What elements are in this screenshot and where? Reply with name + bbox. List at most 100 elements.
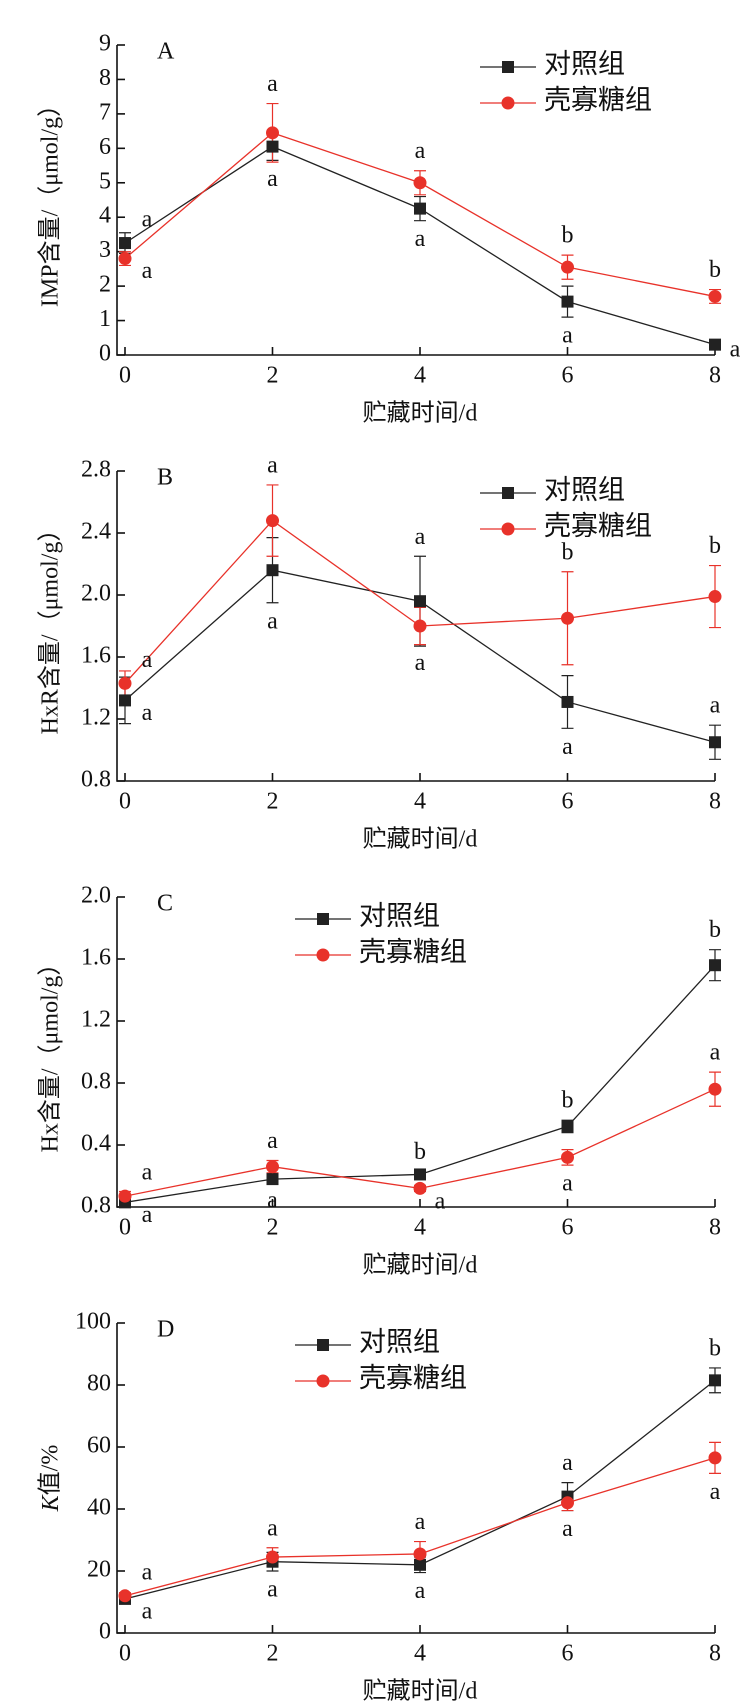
- marker: [709, 338, 721, 351]
- y-tick-label: 0.8: [81, 1069, 111, 1095]
- x-tick-label: 2: [267, 363, 279, 389]
- letter: a: [142, 1598, 153, 1624]
- marker: [118, 1589, 132, 1603]
- y-tick-label: 80: [87, 1371, 111, 1397]
- legend-label: 对照组: [359, 901, 440, 931]
- marker: [118, 676, 132, 690]
- letter: a: [142, 1202, 153, 1228]
- y-tick-label: 0.8: [81, 1193, 111, 1219]
- x-tick-label: 4: [414, 1641, 426, 1667]
- y-tick-label: 0: [99, 1619, 111, 1645]
- marker: [413, 619, 427, 633]
- x-tick-label: 6: [562, 1641, 574, 1667]
- letter: a: [267, 1515, 278, 1541]
- y-tick-label: 8: [99, 65, 111, 91]
- x-axis-label: 贮藏时间/d: [363, 1252, 478, 1279]
- letter: a: [562, 1450, 573, 1476]
- y-tick-label: 1: [99, 306, 111, 332]
- marker: [708, 1082, 722, 1096]
- x-axis-label: 贮藏时间/d: [363, 826, 478, 853]
- letter: b: [709, 917, 721, 943]
- series-line: [124, 964, 716, 1203]
- letter: a: [267, 166, 278, 192]
- panel-label: D: [157, 1317, 174, 1343]
- letter: a: [562, 323, 573, 349]
- letter: a: [142, 207, 153, 233]
- y-tick-label: 6: [99, 134, 111, 160]
- panel-label: A: [157, 39, 175, 65]
- letter: a: [710, 1040, 721, 1066]
- marker: [414, 595, 426, 608]
- y-tick-label: 0: [99, 341, 111, 367]
- marker: [709, 736, 721, 749]
- x-tick-label: 6: [562, 1215, 574, 1241]
- letter: a: [142, 1559, 153, 1585]
- letter: a: [142, 647, 153, 673]
- x-tick-label: 0: [119, 789, 131, 815]
- legend-marker: [502, 61, 514, 73]
- legend-marker: [317, 913, 329, 925]
- marker: [413, 1547, 427, 1561]
- marker: [709, 959, 721, 972]
- marker: [561, 260, 574, 274]
- x-axis-label: 贮藏时间/d: [363, 1678, 478, 1705]
- y-tick-label: 9: [99, 31, 111, 57]
- legend-marker: [502, 487, 514, 499]
- y-tick-label: 2: [99, 272, 111, 298]
- letter: a: [562, 1171, 573, 1197]
- legend-marker: [316, 1374, 330, 1388]
- panel-label: C: [157, 891, 173, 917]
- marker: [708, 289, 722, 303]
- marker: [561, 1120, 574, 1133]
- x-tick-label: 4: [414, 789, 426, 815]
- marker: [709, 1374, 721, 1387]
- marker: [561, 1150, 574, 1164]
- y-axis-label: Hx含量/（μmol/g）: [37, 952, 64, 1153]
- marker: [266, 1160, 279, 1174]
- letter: a: [267, 1188, 278, 1214]
- letter: b: [562, 539, 574, 565]
- x-tick-label: 2: [267, 789, 279, 815]
- marker: [266, 140, 279, 153]
- letter: a: [730, 337, 741, 363]
- y-tick-label: 1.6: [81, 643, 111, 669]
- y-tick-label: 20: [87, 1557, 111, 1583]
- legend-label: 壳寡糖组: [359, 937, 467, 967]
- letter: a: [710, 693, 721, 719]
- y-tick-label: 0.4: [81, 1131, 111, 1157]
- marker: [119, 694, 131, 707]
- letter: b: [709, 1335, 721, 1361]
- x-tick-label: 8: [709, 1641, 721, 1667]
- letter: a: [562, 1516, 573, 1542]
- letter: a: [415, 1509, 426, 1535]
- marker: [266, 564, 279, 577]
- letter: a: [415, 226, 426, 252]
- marker: [118, 252, 132, 266]
- x-tick-label: 2: [267, 1641, 279, 1667]
- letter: a: [415, 1578, 426, 1604]
- x-tick-label: 8: [709, 363, 721, 389]
- panel: 0.8 0.4 0.8 1.2 1.6 2.0 0 2 4 6 8 贮藏时间/d Hx含量/（μmol/…: [37, 883, 722, 1279]
- x-tick-label: 4: [414, 363, 426, 389]
- letter: b: [562, 1088, 574, 1114]
- y-axis-label: IMP含量/（μmol/g）: [37, 93, 64, 307]
- y-tick-label: 100: [75, 1309, 111, 1335]
- x-tick-label: 4: [414, 1215, 426, 1241]
- y-tick-label: 2.0: [81, 883, 111, 909]
- marker: [266, 1173, 279, 1186]
- legend-label: 对照组: [544, 49, 625, 79]
- marker: [266, 1550, 279, 1564]
- legend-marker: [316, 948, 330, 962]
- y-tick-label: 5: [99, 168, 111, 194]
- letter: a: [710, 1479, 721, 1505]
- marker: [119, 237, 131, 250]
- y-tick-label: 4: [99, 203, 111, 229]
- panel-label: B: [157, 465, 173, 491]
- letter: a: [562, 734, 573, 760]
- marker: [561, 695, 574, 708]
- legend-marker: [317, 1339, 329, 1351]
- letter: a: [415, 138, 426, 164]
- y-tick-label: 0.8: [81, 767, 111, 793]
- marker: [414, 1558, 426, 1571]
